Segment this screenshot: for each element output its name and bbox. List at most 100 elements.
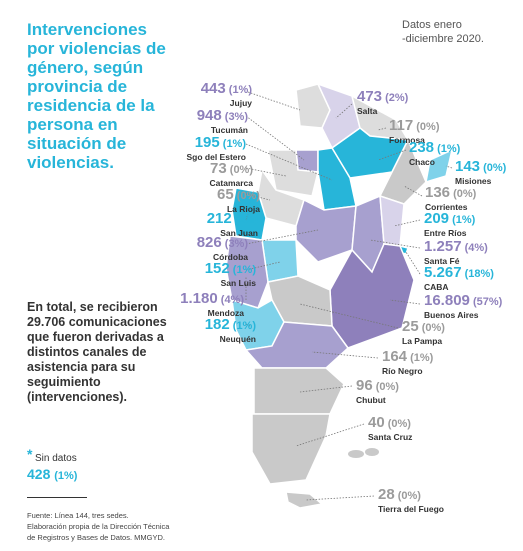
pct-formosa: (0%) <box>413 121 440 133</box>
leader-tdf <box>305 495 375 501</box>
label-chaco: 238 (1%) Chaco <box>409 139 461 168</box>
source-divider <box>27 497 87 498</box>
leader-misiones <box>445 165 453 169</box>
value-salta: 473 <box>357 88 383 105</box>
label-rionegro: 164 (1%) Río Negro <box>382 348 433 377</box>
pct-cordoba: (3%) <box>221 238 248 250</box>
province-tdf <box>285 491 324 509</box>
pct-chaco: (1%) <box>434 143 461 155</box>
pct-santafe: (4%) <box>461 242 488 254</box>
leader-cordoba <box>245 229 319 245</box>
label-santacruz: 40 (0%) Santa Cruz <box>368 414 413 443</box>
leader-caba <box>405 251 421 275</box>
value-caba: 5.267 <box>424 264 462 281</box>
label-sanluis: 152 (1%) San Luis <box>204 260 256 289</box>
leader-santafe <box>369 239 421 249</box>
period-line-2: -diciembre 2020. <box>402 33 484 45</box>
map-title: Intervenciones por violencias de género,… <box>27 20 166 172</box>
label-mendoza: 1.180 (4%) Mendoza <box>180 290 244 319</box>
province-misiones <box>425 148 454 184</box>
name-jujuy: Jujuy <box>229 98 252 108</box>
name-santafe: Santa Fé <box>424 256 460 266</box>
leader-corrientes <box>403 185 423 197</box>
value-tdf: 28 <box>378 486 395 503</box>
name-salta: Salta <box>357 106 378 116</box>
value-larioja: 65 <box>217 186 234 203</box>
leader-formosa <box>377 127 387 131</box>
pct-sanluis: (1%) <box>229 264 256 276</box>
pct-lapampa: (0%) <box>418 322 445 334</box>
pct-santacruz: (0%) <box>384 418 411 430</box>
label-corrientes: 136 (0%) Corrientes <box>425 184 477 213</box>
leader-tucuman <box>245 115 305 161</box>
pct-caba: (18%) <box>461 268 494 280</box>
value-tucuman: 948 <box>196 107 222 124</box>
pct-sanjuan: (1%) <box>231 214 258 226</box>
label-salta: 473 (2%) Salta <box>357 88 408 117</box>
value-sanluis: 152 <box>204 260 230 277</box>
label-cordoba: 826 (3%) Córdoba <box>196 234 248 263</box>
pct-misiones: (0%) <box>480 162 507 174</box>
value-corrientes: 136 <box>425 184 451 201</box>
leader-larioja <box>245 193 271 201</box>
leader-sanjuan <box>245 213 249 221</box>
label-formosa: 117 (0%) Formosa <box>389 117 440 146</box>
province-cordoba <box>295 198 357 263</box>
source-line-1: Fuente: Línea 144, tres sedes. <box>27 511 129 520</box>
label-caba: 5.267 (18%) CABA <box>424 264 494 293</box>
pct-corrientes: (0%) <box>450 188 477 200</box>
name-rionegro: Río Negro <box>382 366 423 376</box>
name-bsas: Buenos Aires <box>424 310 479 320</box>
period-line-1: Datos enero <box>402 19 462 31</box>
name-corrientes: Corrientes <box>425 202 468 212</box>
pct-neuquen: (1%) <box>229 320 256 332</box>
value-chaco: 238 <box>409 139 435 156</box>
value-entrerios: 209 <box>424 210 450 227</box>
label-sgo: 195 (1%) Sgo del Estero <box>186 134 246 163</box>
name-formosa: Formosa <box>389 135 425 145</box>
name-mendoza: Mendoza <box>207 308 244 318</box>
pct-catamarca: (0%) <box>226 164 253 176</box>
label-entrerios: 209 (1%) Entre Ríos <box>424 210 476 239</box>
label-tucuman: 948 (3%) Tucumán <box>196 107 248 136</box>
leader-jujuy <box>247 91 301 111</box>
label-bsas: 16.809 (57%) Buenos Aires <box>424 292 502 321</box>
value-rionegro: 164 <box>382 348 408 365</box>
name-santacruz: Santa Cruz <box>368 432 413 442</box>
value-jujuy: 443 <box>200 80 226 97</box>
name-sgo: Sgo del Estero <box>186 152 246 162</box>
name-tdf: Tierra del Fuego <box>378 504 444 514</box>
label-chubut: 96 (0%) Chubut <box>356 377 399 406</box>
leader-neuquen <box>245 323 251 327</box>
label-jujuy: 443 (1%) Jujuy <box>200 80 252 109</box>
label-tdf: 28 (0%) Tierra del Fuego <box>378 486 444 515</box>
province-entrerios <box>379 194 405 247</box>
leader-chaco <box>377 149 407 161</box>
label-neuquen: 182 (1%) Neuquén <box>204 316 256 345</box>
value-cordoba: 826 <box>196 234 222 251</box>
pct-larioja: (0%) <box>233 190 260 202</box>
value-lapampa: 25 <box>402 318 419 335</box>
name-sanjuan: San Juan <box>220 228 258 238</box>
leader-lines <box>245 91 453 501</box>
leader-rionegro <box>311 351 379 359</box>
pct-mendoza: (4%) <box>217 294 244 306</box>
label-misiones: 143 (0%) Misiones <box>455 158 507 187</box>
pct-entrerios: (1%) <box>449 214 476 226</box>
no-data-count: 428 <box>27 466 51 482</box>
name-chaco: Chaco <box>409 157 435 167</box>
province-tucuman <box>295 149 319 173</box>
label-sanjuan: 212 (1%) San Juan <box>207 210 258 239</box>
value-neuquen: 182 <box>204 316 230 333</box>
province-santacruz <box>251 413 331 485</box>
label-lapampa: 25 (0%) La Pampa <box>402 318 445 347</box>
name-lapampa: La Pampa <box>402 336 443 346</box>
source-note: Fuente: Línea 144, tres sedes. Elaboraci… <box>27 510 227 543</box>
period-note: Datos enero -diciembre 2020. <box>402 18 522 46</box>
label-larioja: 65 (0%) La Rioja <box>217 186 260 215</box>
island-0 <box>348 450 364 458</box>
name-sanluis: San Luis <box>220 278 256 288</box>
province-corrientes <box>378 138 427 205</box>
island-1 <box>365 448 379 456</box>
